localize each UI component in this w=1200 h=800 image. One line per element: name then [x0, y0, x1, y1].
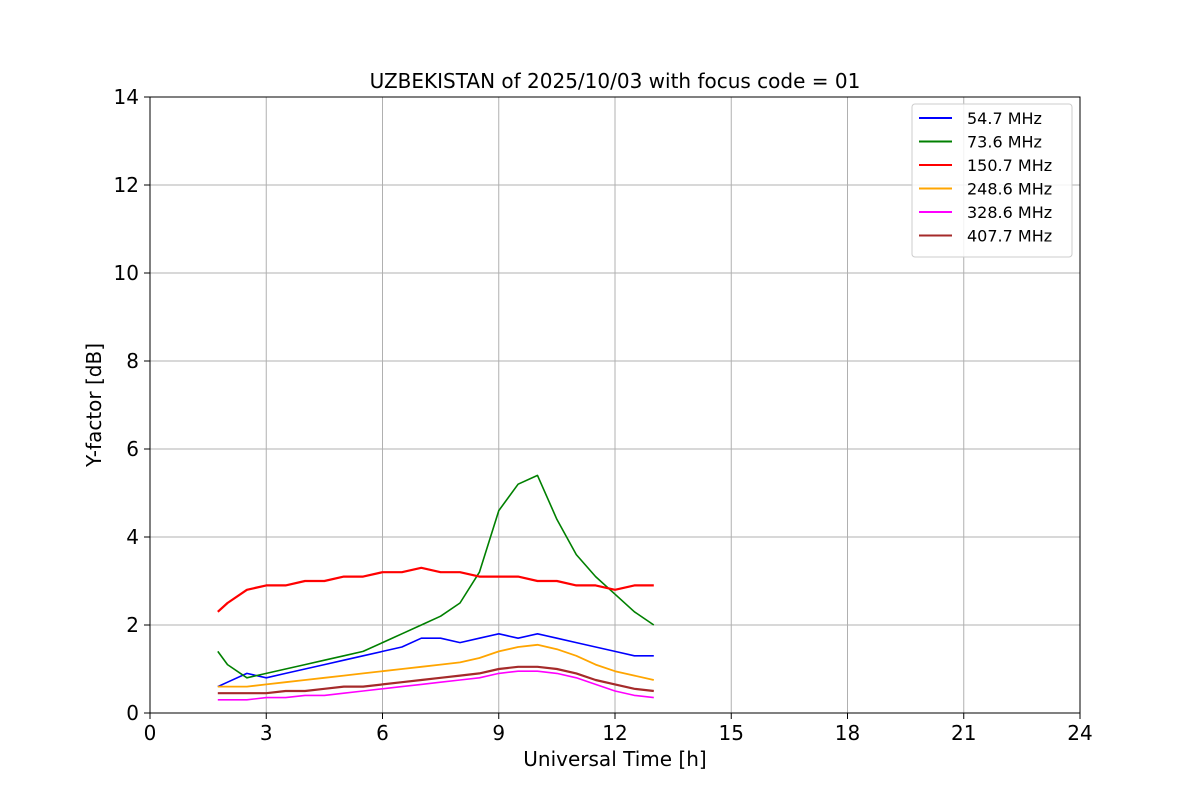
legend-entry: 328.6 MHz	[967, 203, 1052, 222]
series-line-0	[217, 632, 654, 688]
legend-entry: 248.6 MHz	[967, 180, 1052, 199]
series-line-1	[217, 474, 655, 679]
y-tick-label: 12	[114, 173, 139, 197]
y-tick-label: 4	[126, 525, 139, 549]
y-tick-label: 2	[126, 613, 139, 637]
series-line-3	[217, 643, 654, 688]
x-tick-label: 6	[376, 721, 389, 745]
legend-entry: 73.6 MHz	[967, 133, 1042, 152]
x-tick-label: 24	[1067, 721, 1092, 745]
legend-entry: 150.7 MHz	[967, 156, 1052, 175]
x-tick-label: 15	[719, 721, 744, 745]
y-tick-label: 8	[126, 349, 139, 373]
y-tick-label: 6	[126, 437, 139, 461]
series-layer	[217, 474, 655, 701]
series-line-4	[217, 670, 654, 701]
x-axis-label: Universal Time [h]	[523, 747, 706, 771]
x-tick-label: 21	[951, 721, 976, 745]
x-tick-label: 0	[144, 721, 157, 745]
x-tick-label: 3	[260, 721, 273, 745]
legend-entry: 407.7 MHz	[967, 227, 1052, 246]
y-tick-label: 14	[114, 85, 139, 109]
y-tick-label: 10	[114, 261, 139, 285]
series-line-2	[217, 566, 654, 613]
chart-title: UZBEKISTAN of 2025/10/03 with focus code…	[370, 69, 861, 93]
legend: 54.7 MHz 73.6 MHz 150.7 MHz 248.6 MHz 32…	[911, 103, 1073, 258]
y-axis-label: Y-factor [dB]	[82, 343, 106, 468]
legend-entry: 54.7 MHz	[967, 109, 1042, 128]
x-tick-label: 9	[492, 721, 505, 745]
series-line-5	[217, 665, 654, 695]
y-tick-label: 0	[126, 701, 139, 725]
x-tick-label: 18	[835, 721, 860, 745]
x-tick-label: 12	[602, 721, 627, 745]
